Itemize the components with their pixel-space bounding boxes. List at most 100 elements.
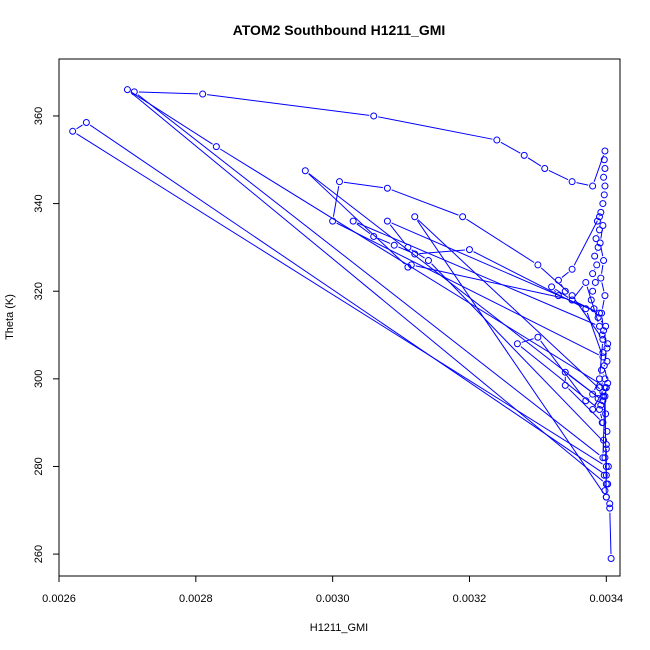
data-point [582,278,590,286]
data-point [601,384,609,392]
series-segment [398,246,411,253]
data-point [595,322,603,330]
y-tick-label: 300 [33,370,45,388]
data-point [459,213,467,221]
series-segment [389,224,406,245]
series-segment [466,218,535,263]
series-segment [586,312,602,353]
data-point [513,340,521,348]
data-point [554,292,562,300]
data-point [601,165,609,173]
data-point [599,454,607,462]
y-tick-label: 260 [33,545,45,563]
series-segment [601,282,605,292]
series-segment [568,388,601,420]
series-segment [594,382,599,391]
data-point [601,147,609,155]
y-tick-label: 280 [33,457,45,475]
data-point [601,487,609,495]
data-point [493,136,501,144]
data-point [599,200,607,208]
data-point [404,263,412,271]
x-tick-label: 0.0034 [589,593,623,605]
series-segment [604,370,608,379]
series-segment [548,170,569,181]
data-point [600,362,608,370]
series-segment [416,220,605,494]
series-segment [609,512,612,554]
series-segment [130,91,213,145]
x-tick-label: 0.0030 [316,593,350,605]
series-segment [600,413,603,419]
series-segment [431,263,604,442]
data-point [568,292,576,300]
data-point [597,274,605,282]
data-point [587,296,595,304]
x-axis-label: H1211_GMI [310,622,369,634]
data-point [69,127,77,135]
data-point [600,156,608,164]
series-segment [574,298,601,337]
data-point [411,213,419,221]
x-axis: 0.0026 0.0028 0.0030 0.0032 0.0034 [42,575,623,605]
data-point [589,406,597,414]
data-point [607,554,615,562]
y-axis-label: Theta (K) [4,294,16,340]
data-point [600,257,608,265]
data-point [602,445,610,453]
series-segment [207,94,370,116]
data-point [602,410,610,418]
data-point [602,480,610,488]
data-point [596,239,604,247]
data-point [594,395,602,403]
data-point [600,173,608,181]
x-tick-label: 0.0028 [179,593,213,605]
data-point [568,296,576,304]
series-segment [336,222,600,356]
series-segment [356,223,371,235]
data-point [602,441,610,449]
data-point [603,427,611,435]
series-segment [76,133,603,465]
data-point [123,86,131,94]
data-point [411,250,419,258]
series-segment [555,288,569,298]
data-point [589,287,597,295]
series-segment [89,124,603,474]
series-segment [137,94,600,456]
data-point [336,178,343,186]
data-point [600,471,608,479]
data-point [599,353,607,361]
data-point [604,462,612,470]
series-segment [601,382,603,385]
series-segment [601,299,605,309]
series-segment [343,181,384,189]
series-segment [576,182,589,186]
plot-frame [58,58,621,577]
data-point [212,143,220,151]
y-tick-label: 320 [33,282,45,300]
data-point [593,217,601,225]
data-point [601,392,609,400]
series-segment [308,173,600,399]
data-point [601,182,609,190]
data-point [591,278,599,286]
series-segment [378,116,493,140]
data-point [582,397,590,405]
data-point [582,305,590,313]
data-point [594,314,602,321]
data-point [301,167,309,175]
data-point [370,112,378,120]
data-point [606,504,614,512]
series-segment [76,124,83,130]
data-point [589,270,597,278]
data-point [561,381,569,389]
x-tick-label: 0.0026 [42,593,76,605]
series-segment [391,189,459,216]
series-segment [332,186,340,217]
data-point [597,208,605,216]
data-point [383,217,391,225]
series-segment [415,265,568,300]
data-point [465,246,473,254]
data-point [597,401,605,409]
